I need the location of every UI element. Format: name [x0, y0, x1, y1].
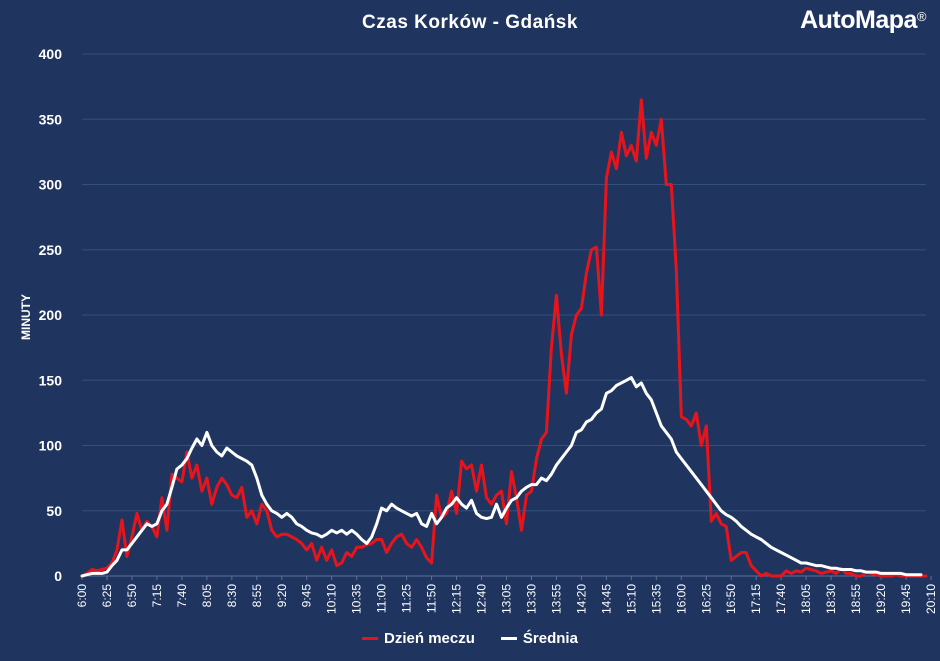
legend-swatch-match-day — [362, 637, 379, 640]
x-tick-label: 8:55 — [250, 584, 264, 608]
y-tick-label-100: 100 — [39, 438, 63, 454]
y-tick-label-150: 150 — [39, 372, 63, 388]
chart-title: Czas Korków - Gdańsk — [362, 12, 578, 33]
x-tick-label: 14:20 — [574, 584, 588, 614]
x-tick-label: 14:45 — [599, 584, 613, 614]
x-tick-label: 20:10 — [924, 584, 938, 614]
x-tick-label: 13:55 — [549, 584, 563, 614]
x-tick-label: 19:45 — [899, 584, 913, 614]
series-line-average — [80, 376, 923, 578]
x-tick-label: 8:30 — [225, 584, 239, 608]
x-tick-label: 10:10 — [325, 584, 339, 614]
chart-legend: Dzień meczu Średnia — [0, 630, 940, 647]
series-line-match-day — [80, 98, 928, 578]
x-tick-label: 12:40 — [475, 584, 489, 614]
y-tick-label-200: 200 — [39, 307, 63, 323]
y-axis-label: MINUTY — [19, 294, 33, 340]
brand-logo: AutoMapa® — [800, 6, 926, 35]
y-tick-label-0: 0 — [54, 568, 62, 584]
x-tick-label: 17:15 — [749, 584, 763, 614]
x-tick-label: 8:05 — [200, 584, 214, 608]
y-tick-label-350: 350 — [39, 111, 63, 127]
legend-item-match-day[interactable]: Dzień meczu — [362, 630, 475, 647]
x-tick-label: 16:50 — [724, 584, 738, 614]
x-tick-label: 6:50 — [125, 584, 139, 608]
legend-item-average[interactable]: Średnia — [500, 630, 578, 647]
y-tick-label-250: 250 — [39, 242, 63, 258]
x-tick-label: 10:35 — [350, 584, 364, 614]
brand-name: AutoMapa — [800, 6, 917, 34]
legend-swatch-average — [500, 637, 517, 640]
x-tick-label: 16:25 — [699, 584, 713, 614]
x-tick-label: 17:40 — [774, 584, 788, 614]
x-tick-label: 7:40 — [175, 584, 189, 608]
x-tick-label: 18:55 — [849, 584, 863, 614]
registered-mark: ® — [916, 9, 927, 24]
x-tick-label: 12:15 — [450, 584, 464, 614]
x-tick-label: 18:05 — [799, 584, 813, 614]
x-tick-label: 18:30 — [824, 584, 838, 614]
x-tick-label: 11:00 — [375, 584, 389, 613]
x-tick-label: 15:35 — [649, 584, 663, 614]
legend-label-average: Średnia — [522, 630, 578, 647]
x-tick-label: 19:20 — [874, 584, 888, 614]
x-tick-label: 9:20 — [275, 584, 289, 608]
x-tick-label: 13:30 — [524, 584, 538, 614]
x-tick-label: 6:25 — [100, 584, 114, 608]
x-tick-label: 11:50 — [425, 584, 439, 613]
x-tick-label: 11:25 — [400, 584, 414, 613]
x-tick-label: 9:45 — [300, 584, 314, 608]
y-tick-label-300: 300 — [39, 177, 63, 193]
x-tick-label: 15:10 — [624, 584, 638, 614]
x-tick-label: 6:00 — [75, 584, 89, 608]
y-tick-label-400: 400 — [39, 46, 63, 62]
y-tick-label-50: 50 — [46, 503, 62, 519]
x-tick-label: 13:05 — [499, 584, 513, 614]
legend-label-match-day: Dzień meczu — [384, 630, 475, 647]
x-tick-label: 16:00 — [674, 584, 688, 614]
x-tick-label: 7:15 — [150, 584, 164, 608]
